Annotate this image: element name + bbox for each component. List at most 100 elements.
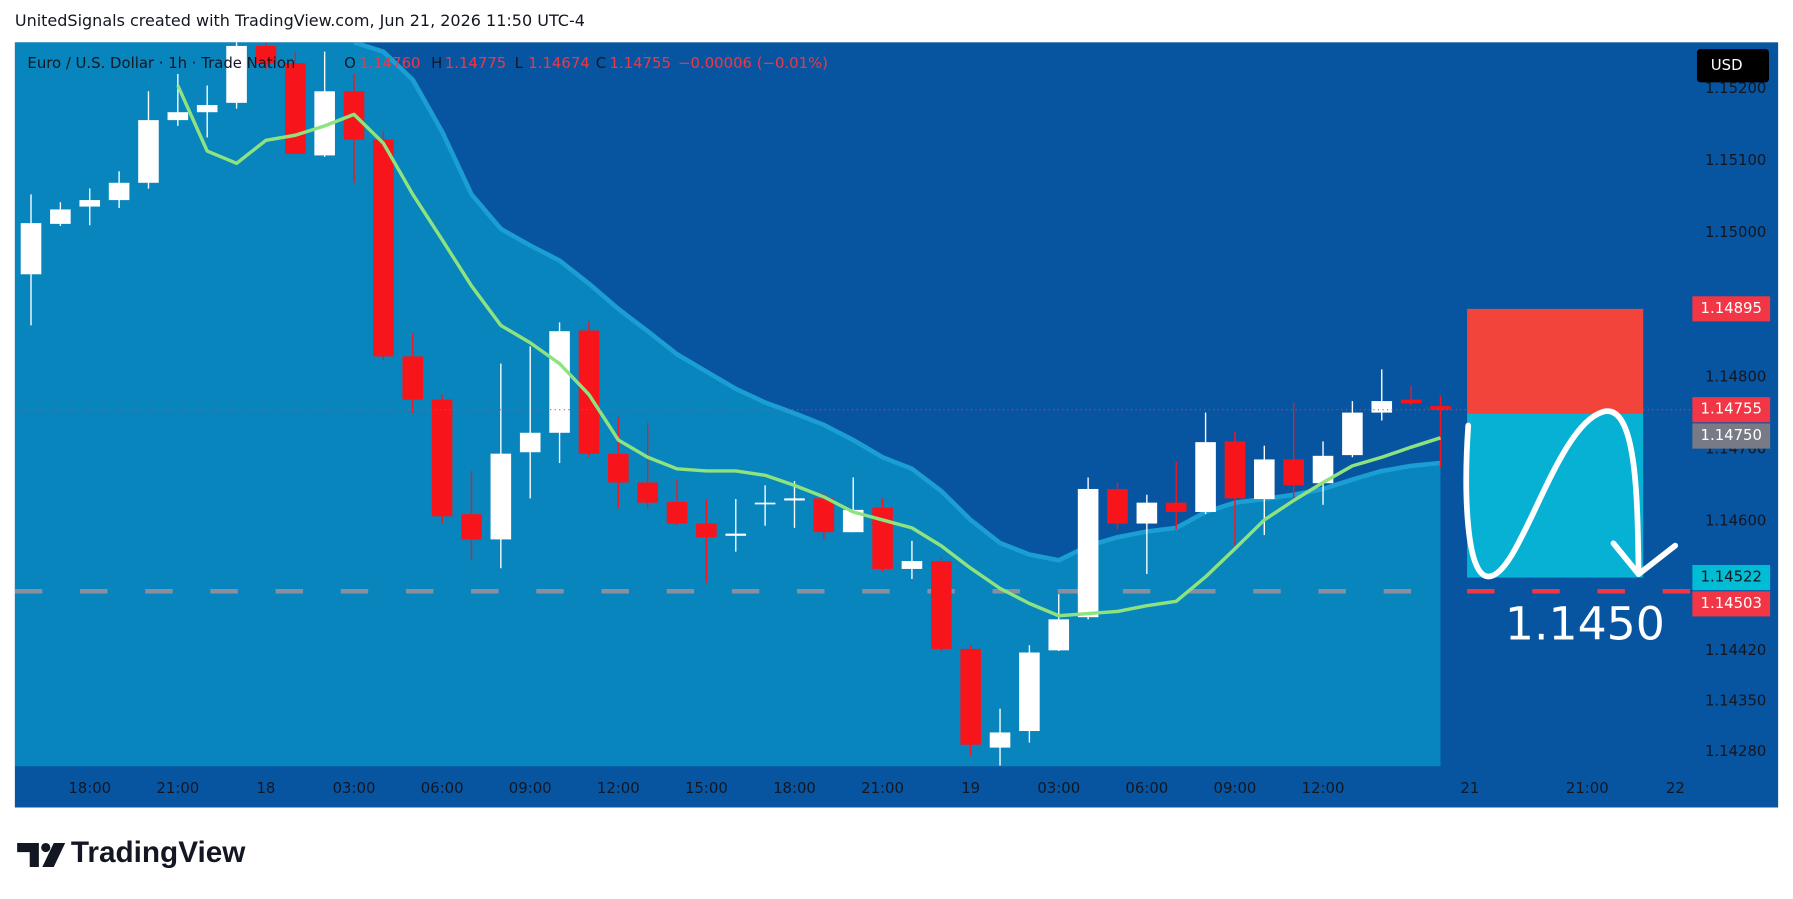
- candle-body: [637, 482, 658, 503]
- candle-body: [725, 533, 747, 536]
- x-tick-label: 12:00: [1302, 779, 1345, 797]
- candle-body: [901, 561, 923, 569]
- level-label-bg: [1692, 564, 1771, 591]
- currency-label: USD: [1711, 56, 1743, 74]
- legend-change: −0.00006 (−0.01%): [678, 54, 828, 72]
- logo-slash: [42, 842, 66, 867]
- candle-body: [931, 561, 952, 649]
- x-tick-label: 21: [1460, 779, 1479, 797]
- candle-body: [1312, 455, 1334, 484]
- candle-body: [314, 91, 335, 156]
- candle-body: [754, 502, 776, 505]
- logo-mark: [17, 842, 39, 867]
- last-price-label-bg: [1692, 397, 1771, 423]
- stop-zone: [1467, 308, 1644, 414]
- candle-body: [784, 498, 805, 501]
- candle-body: [1371, 401, 1393, 413]
- candle-body: [226, 45, 247, 103]
- candle-body: [989, 732, 1011, 748]
- x-tick-label: 19: [961, 779, 980, 797]
- level-label-bg: [1692, 423, 1771, 449]
- candle-body: [578, 330, 600, 454]
- candle-body: [1048, 619, 1070, 651]
- x-tick-label: 18:00: [68, 779, 111, 797]
- candle-body: [666, 501, 688, 524]
- level-label: 1.14750: [1701, 426, 1762, 444]
- x-tick-label: 21:00: [1566, 779, 1609, 797]
- level-label: 1.14503: [1701, 594, 1762, 612]
- last-price-label: 1.14755: [1701, 400, 1762, 418]
- legend-letter: L: [515, 54, 524, 72]
- logo-dot: [41, 842, 51, 853]
- candle-body: [1400, 399, 1422, 404]
- level-label-bg: [1692, 296, 1771, 322]
- x-tick-label: 03:00: [333, 779, 376, 797]
- currency-button[interactable]: [1696, 49, 1769, 83]
- level-label: 1.14522: [1701, 568, 1762, 586]
- candle-body: [50, 209, 71, 224]
- candle-body: [960, 648, 981, 745]
- candle-body: [79, 200, 101, 207]
- y-tick-label: 1.15100: [1705, 151, 1766, 169]
- x-tick-label: 22: [1666, 779, 1685, 797]
- candle-body: [1136, 502, 1158, 524]
- x-tick-label: 21:00: [861, 779, 904, 797]
- legend-letter: O: [344, 54, 356, 72]
- candle-body: [1165, 502, 1187, 513]
- x-tick-label: 06:00: [421, 779, 464, 797]
- y-tick-label: 1.14350: [1705, 691, 1766, 709]
- y-tick-label: 1.14280: [1705, 742, 1766, 760]
- target-annotation: 1.1450: [1505, 597, 1665, 650]
- candle-body: [1077, 488, 1099, 618]
- x-tick-label: 15:00: [685, 779, 728, 797]
- y-tick-label: 1.15000: [1705, 223, 1766, 241]
- watermark: UnitedSignals created with TradingView.c…: [15, 11, 585, 30]
- legend-value: 1.14760: [359, 54, 420, 72]
- legend-value: 1.14775: [445, 54, 506, 72]
- candle-body: [108, 182, 130, 201]
- candle-body: [549, 331, 570, 433]
- candle-body: [1195, 442, 1216, 513]
- y-tick-label: 1.14420: [1705, 641, 1766, 659]
- x-tick-label: 18: [256, 779, 275, 797]
- chart-title: Euro / U.S. Dollar · 1h · Trade Nation: [27, 54, 295, 72]
- candle-body: [1224, 441, 1246, 499]
- x-tick-label: 18:00: [773, 779, 816, 797]
- drawn-arrowhead: [1610, 540, 1679, 578]
- candle-body: [285, 63, 306, 154]
- candle-body: [842, 509, 864, 533]
- target-zone: [1467, 413, 1644, 578]
- candle-body: [461, 514, 482, 540]
- legend-value: 1.14674: [528, 54, 589, 72]
- candle-body: [1342, 412, 1363, 456]
- y-tick-label: 1.14600: [1705, 511, 1766, 529]
- candle-body: [1254, 459, 1275, 500]
- candle-body: [431, 399, 453, 517]
- candle-body: [138, 120, 159, 183]
- legend-letter: H: [431, 54, 442, 72]
- candle-body: [1019, 652, 1040, 732]
- candle-body: [373, 139, 394, 357]
- x-tick-label: 09:00: [509, 779, 552, 797]
- x-tick-label: 09:00: [1214, 779, 1257, 797]
- y-tick-label: 1.15200: [1705, 79, 1766, 97]
- band-line: [353, 42, 1441, 563]
- candle-body: [20, 223, 42, 275]
- legend-letter: C: [596, 54, 606, 72]
- candle-body: [1107, 488, 1128, 524]
- level-label-bg: [1692, 591, 1771, 617]
- candle-body: [196, 104, 218, 113]
- candle-body: [1283, 459, 1304, 486]
- candle-body: [1430, 406, 1451, 410]
- level-label: 1.14895: [1701, 299, 1762, 317]
- candle-body: [167, 112, 189, 121]
- x-tick-label: 03:00: [1037, 779, 1080, 797]
- drawn-curve: [1463, 408, 1642, 580]
- x-tick-label: 21:00: [156, 779, 199, 797]
- candle-body: [813, 498, 835, 533]
- plot-area: [14, 42, 1451, 767]
- candle-body: [255, 45, 277, 64]
- candle-body: [608, 453, 629, 483]
- logo-text: TradingView: [71, 836, 246, 869]
